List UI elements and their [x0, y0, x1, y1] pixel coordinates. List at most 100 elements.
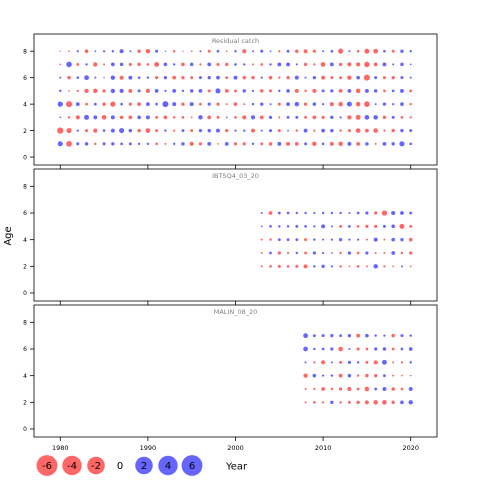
residual-bubble: [383, 129, 386, 132]
residual-bubble: [216, 115, 220, 119]
residual-bubble: [338, 237, 343, 242]
residual-bubble: [409, 89, 413, 93]
panel-title: Residual catch: [212, 37, 259, 45]
residual-bubble: [357, 238, 360, 241]
residual-bubble: [409, 76, 412, 79]
residual-bubble: [137, 128, 141, 133]
residual-bubble: [84, 88, 89, 94]
residual-bubble: [277, 102, 281, 106]
residual-bubble: [295, 251, 299, 255]
residual-bubble: [146, 63, 150, 66]
residual-bubble: [286, 102, 290, 107]
residual-bubble: [287, 129, 289, 132]
residual-bubble: [312, 251, 316, 255]
residual-bubble: [400, 62, 404, 67]
residual-bubble: [155, 129, 159, 133]
residual-bubble: [269, 103, 272, 106]
residual-bubble: [347, 400, 351, 404]
residual-bubble: [312, 49, 316, 53]
residual-bubble: [373, 373, 378, 378]
residual-bubble: [400, 102, 404, 106]
residual-bubble: [154, 89, 159, 93]
residual-bubble: [57, 127, 64, 134]
residual-bubble: [348, 265, 351, 268]
y-tick-label: 4: [23, 373, 27, 380]
legend-label: -6: [42, 461, 52, 472]
y-tick-label: 0: [23, 154, 27, 161]
residual-bubble: [295, 238, 299, 242]
residual-bubble: [304, 142, 308, 146]
residual-bubble: [155, 142, 158, 146]
residual-bubble: [339, 334, 343, 338]
residual-bubble: [111, 142, 115, 146]
residual-bubble: [313, 238, 316, 241]
residual-bubble: [303, 128, 308, 133]
residual-bubble: [216, 75, 220, 80]
residual-bubble: [321, 334, 325, 338]
residual-bubble: [286, 225, 290, 228]
residual-bubble: [321, 115, 325, 119]
residual-bubble: [339, 211, 342, 215]
residual-bubble: [67, 75, 71, 80]
residual-bubble: [383, 374, 386, 378]
residual-bubble: [286, 251, 290, 255]
residual-bubble: [356, 49, 360, 53]
residual-bubble: [295, 63, 298, 66]
panel-frame: [33, 168, 438, 302]
residual-bubble: [234, 116, 237, 119]
residual-bubble: [269, 238, 272, 241]
residual-bubble: [198, 142, 203, 146]
residual-bubble: [120, 102, 123, 106]
residual-bubble: [383, 238, 386, 241]
residual-bubble: [304, 401, 307, 404]
residual-bubble: [400, 76, 404, 80]
residual-bubble: [356, 62, 361, 67]
residual-bubble: [374, 347, 378, 351]
residual-bubble: [137, 142, 141, 146]
residual-bubble: [128, 115, 133, 120]
residual-bubble: [313, 265, 316, 268]
residual-bubble: [103, 63, 106, 66]
residual-bubble: [321, 103, 325, 106]
residual-bubble: [312, 141, 317, 147]
residual-bubble: [217, 142, 219, 145]
residual-bubble: [111, 49, 115, 53]
residual-bubble: [356, 224, 360, 228]
residual-bubble: [234, 63, 237, 66]
residual-bubble: [330, 225, 333, 228]
residual-bubble: [322, 50, 325, 53]
residual-bubble: [382, 359, 387, 365]
residual-bubble: [269, 129, 273, 133]
residual-bubble: [312, 334, 316, 338]
residual-bubble: [225, 116, 228, 119]
residual-bubble: [269, 50, 272, 53]
residual-bubble: [234, 49, 237, 53]
residual-bubble: [303, 346, 308, 352]
residual-bubble: [374, 224, 378, 228]
residual-bubble: [278, 50, 281, 53]
residual-bubble: [189, 141, 194, 146]
residual-bubble: [347, 373, 352, 378]
residual-bubble: [110, 115, 115, 120]
residual-bubble: [243, 103, 246, 106]
residual-bubble: [339, 265, 342, 268]
residual-bubble: [391, 224, 396, 229]
residual-bubble: [409, 361, 412, 364]
residual-bubble: [392, 265, 395, 268]
residual-bubble: [400, 211, 404, 215]
residual-bubble: [181, 102, 185, 106]
residual-bubble: [84, 114, 90, 120]
residual-bubble: [321, 401, 325, 404]
residual-bubble: [286, 75, 290, 80]
residual-bubble: [330, 89, 334, 93]
residual-bubble: [162, 101, 169, 108]
residual-bubble: [313, 400, 316, 404]
residual-bubble: [268, 211, 273, 215]
residual-bubble: [198, 89, 203, 93]
residual-bubble: [137, 62, 141, 67]
residual-bubble: [365, 128, 369, 133]
residual-bubble: [93, 128, 98, 133]
residual-bubble: [207, 141, 212, 146]
residual-bubble: [383, 265, 386, 268]
residual-bubble: [321, 374, 325, 377]
